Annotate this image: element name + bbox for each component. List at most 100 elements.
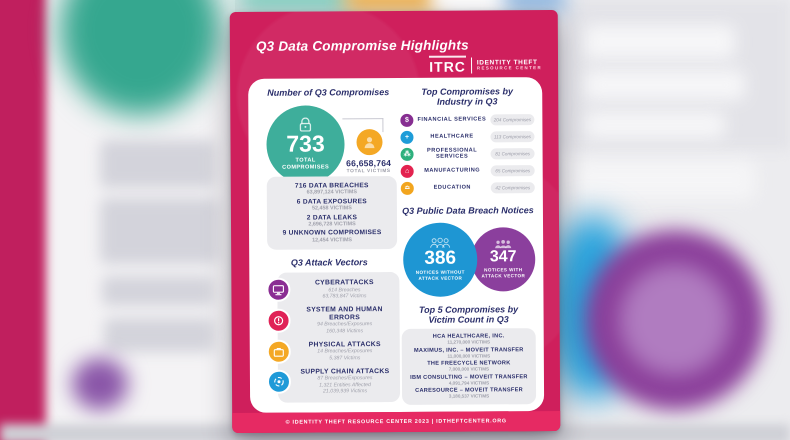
notices-with-label: NOTICES WITH ATTACK VECTOR — [481, 267, 526, 279]
logo-text: IDENTITY THEFT RESOURCE CENTER — [477, 59, 542, 71]
graduation-icon: ≏ — [400, 181, 414, 195]
top5-box: HCA HEALTHCARE, INC. 11,270,000 VICTIMS … — [401, 328, 537, 405]
attack-vector-title: SYSTEM AND HUMAN ERRORS — [306, 306, 383, 322]
total-victims-value: 66,658,764 — [346, 158, 392, 169]
industry-label: HEALTHCARE — [430, 133, 474, 140]
error-gear-icon — [266, 308, 291, 334]
compromise-breakdown-box: 716 DATA BREACHES 63,897,124 VICTIMS 6 D… — [266, 175, 398, 250]
background-right-top — [558, 0, 790, 150]
top5-victims: 11,000,000 VICTIMS — [447, 353, 491, 359]
industry-row: ⌂ MANUFACTURING 65 Compromises — [400, 163, 535, 178]
industry-count: 113 Compromises — [490, 130, 535, 142]
attack-vector-entry: SUPPLY CHAIN ATTACKS 87 Breaches/Exposur… — [266, 368, 396, 396]
top5-entry: HCA HEALTHCARE, INC. 11,270,000 VICTIMS — [404, 333, 534, 345]
background-purple-blob — [72, 358, 128, 410]
notices-with-value: 347 — [489, 248, 517, 266]
industry-label: MANUFACTURING — [424, 167, 481, 174]
total-victims-label: TOTAL VICTIMS — [346, 169, 391, 175]
itrc-logo-abbr: ITRC — [429, 55, 466, 75]
logo-divider — [470, 57, 472, 74]
infographic-page: Q3 Data Compromise Highlights ITRC IDENT… — [229, 10, 561, 433]
background-teal-blob — [60, 0, 220, 115]
breakdown-entry: 716 DATA BREACHES 63,897,124 VICTIMS — [269, 182, 395, 197]
background-blue-blob — [548, 215, 638, 400]
top5-victims: 11,270,000 VICTIMS — [447, 339, 491, 345]
person-icon — [364, 137, 375, 149]
background-blur-block — [585, 70, 745, 100]
industry-label: FINANCIAL SERVICES — [417, 116, 487, 123]
industry-count: 42 Compromises — [490, 181, 535, 193]
notices-without-value: 386 — [424, 247, 457, 269]
breakdown-sub: 52,458 VICTIMS — [311, 205, 352, 212]
total-compromises-label: TOTAL COMPROMISES — [282, 157, 330, 171]
left-column: Number of Q3 Compromises 733 TOTAL COMPR… — [258, 78, 401, 413]
industry-row: ⁂ PROFESSIONAL SERVICES 81 Compromises — [400, 146, 535, 161]
breakdown-entry: 6 DATA EXPOSURES 52,458 VICTIMS — [269, 198, 395, 213]
attack-vector-stat: 5,387 Victims — [329, 355, 361, 362]
industry-row: ≏ EDUCATION 42 Compromises — [400, 180, 535, 195]
top5-entry: IBM CONSULTING – MOVEIT TRANSFER 4,091,7… — [404, 374, 534, 386]
attack-vector-entry: CYBERATTACKS 614 Breaches 63,783,847 Vic… — [266, 278, 395, 303]
attack-vectors-box: CYBERATTACKS 614 Breaches 63,783,847 Vic… — [266, 271, 401, 403]
monitor-icon — [266, 278, 291, 303]
group-solid-icon — [495, 240, 512, 249]
background-blur-block — [104, 318, 214, 352]
industry-count: 81 Compromises — [490, 147, 535, 159]
content-card: Number of Q3 Compromises 733 TOTAL COMPR… — [248, 77, 545, 413]
logo-line2: RESOURCE CENTER — [476, 64, 543, 71]
top5-victims: 7,000,000 VICTIMS — [448, 366, 490, 372]
industry-label: PROFESSIONAL SERVICES — [426, 147, 478, 160]
top5-entry: CARESOURCE – MOVEIT TRANSFER 3,180,537 V… — [404, 387, 534, 400]
supply-chain-icon — [266, 369, 292, 395]
top5-victims: 4,091,794 VICTIMS — [448, 380, 490, 386]
breakdown-sub: 12,454 VICTIMS — [312, 236, 353, 244]
breakdown-entry: 2 DATA LEAKS 2,696,728 VICTIMS — [269, 214, 395, 229]
breakdown-title: 9 UNKNOWN COMPROMISES — [282, 229, 382, 237]
industry-row: + HEALTHCARE 113 Compromises — [400, 129, 535, 144]
compromises-heading: Number of Q3 Compromises — [267, 87, 390, 98]
page-footer: © IDENTITY THEFT RESOURCE CENTER 2023 | … — [232, 410, 561, 433]
industry-rows: $ FINANCIAL SERVICES 204 Compromises + H… — [400, 112, 535, 195]
factory-icon: ⌂ — [400, 164, 414, 178]
attack-vector-stat: 21,039,939 Victims — [323, 388, 368, 395]
notices-without-vector-circle: 386 NOTICES WITHOUT ATTACK VECTOR — [403, 222, 478, 297]
attack-vectors-heading: Q3 Attack Vectors — [290, 257, 368, 268]
page-title: Q3 Data Compromise Highlights — [255, 37, 469, 54]
background-blur-block — [575, 160, 755, 200]
total-compromises-circle: 733 TOTAL COMPROMISES — [266, 105, 345, 184]
top5-victims: 3,180,537 VICTIMS — [448, 393, 490, 400]
background-blur-block — [102, 276, 214, 306]
itrc-logo: ITRC IDENTITY THEFT RESOURCE CENTER — [429, 55, 542, 75]
dollar-icon: $ — [400, 113, 414, 127]
industry-heading: Top Compromises by Industry in Q3 — [421, 86, 514, 108]
background-purple-ring — [580, 225, 770, 415]
total-compromises-value: 733 — [286, 130, 325, 157]
attack-vector-stat: 63,783,847 Victims — [322, 293, 367, 300]
top5-entry: THE FREECYCLE NETWORK 7,000,000 VICTIMS — [404, 360, 534, 372]
notices-with-vector-circle: 347 NOTICES WITH ATTACK VECTOR — [471, 227, 536, 292]
total-victims-circle — [356, 129, 383, 156]
total-victims-text: 66,658,764 TOTAL VICTIMS — [337, 158, 401, 174]
lock-icon — [299, 117, 312, 132]
background-left-column — [40, 0, 235, 440]
breakdown-entry: 9 UNKNOWN COMPROMISES 12,454 VICTIMS — [269, 229, 395, 244]
background-blur-block — [100, 198, 218, 264]
industry-count: 204 Compromises — [490, 113, 535, 125]
top5-heading: Top 5 Compromises by Victim Count in Q3 — [418, 304, 519, 326]
industry-label: EDUCATION — [433, 184, 471, 191]
attack-vector-entry: PHYSICAL ATTACKS 14 Breaches/Exposures 5… — [266, 339, 396, 364]
attack-vector-entry: SYSTEM AND HUMAN ERRORS 94 Breaches/Expo… — [266, 306, 396, 335]
people-icon: ⁂ — [400, 147, 414, 161]
background-blur-block — [585, 112, 725, 138]
notices-heading: Q3 Public Data Breach Notices — [402, 205, 534, 216]
background-magenta-band — [0, 0, 46, 440]
top5-entry: MAXIMUS, INC. – MOVEIT TRANSFER 11,000,0… — [404, 347, 534, 359]
briefcase-icon — [266, 339, 291, 364]
attack-vector-stat: 160,348 Victims — [326, 328, 364, 335]
breakdown-sub: 2,696,728 VICTIMS — [308, 220, 356, 228]
right-column: Top Compromises by Industry in Q3 $ FINA… — [400, 77, 537, 412]
background-blur-block — [585, 25, 735, 59]
background-top-teal — [240, 0, 350, 12]
industry-row: $ FINANCIAL SERVICES 204 Compromises — [400, 112, 535, 127]
